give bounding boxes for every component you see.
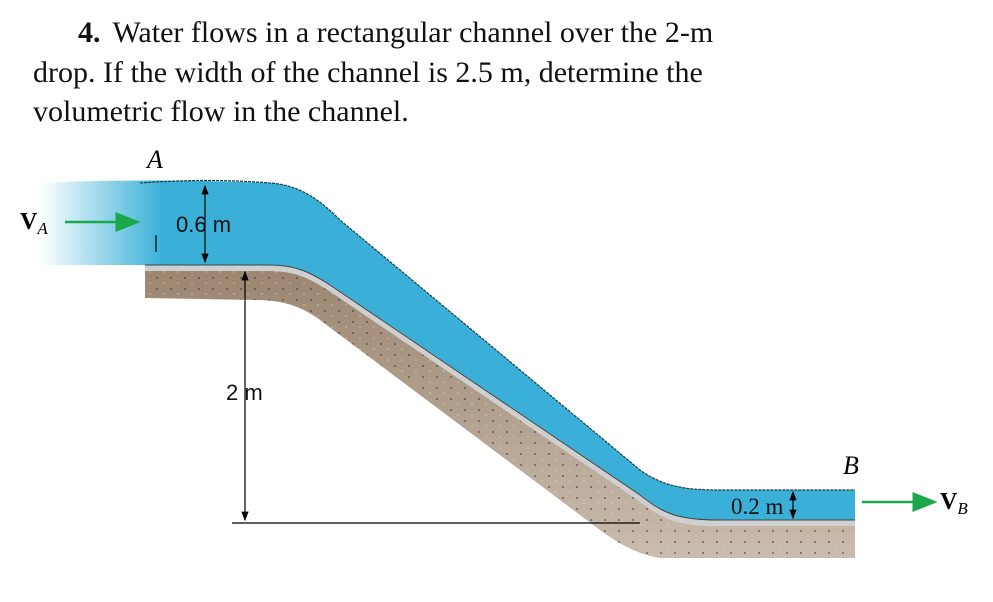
velocity-subscript: B xyxy=(957,499,968,518)
problem-text: Water flows in a rectangular channel ove… xyxy=(113,16,714,49)
velocity-label: VA xyxy=(20,209,48,238)
problem-line: volumetric flow in the channel. xyxy=(33,95,409,128)
ground-texture xyxy=(145,271,855,558)
velocity-symbol: V xyxy=(940,489,958,515)
velocity-symbol: V xyxy=(20,209,38,235)
water-surface xyxy=(139,179,855,491)
dimension-label: 0.2 m xyxy=(731,494,784,519)
problem-line: 4. Water flows in a rectangular channel o… xyxy=(78,16,713,49)
point-label: B xyxy=(843,451,859,480)
velocity-label: VB xyxy=(940,489,968,518)
water xyxy=(40,180,855,520)
problem-line: drop. If the width of the channel is 2.5… xyxy=(33,56,703,89)
channel-bed xyxy=(145,265,855,526)
dimension-label: 0.6 m xyxy=(176,212,231,237)
dimension-label: 2 m xyxy=(226,380,263,405)
velocity-subscript: A xyxy=(36,219,48,238)
point-label: A xyxy=(145,145,163,174)
problem-number: 4. xyxy=(78,16,101,49)
bed-edge xyxy=(145,264,855,521)
